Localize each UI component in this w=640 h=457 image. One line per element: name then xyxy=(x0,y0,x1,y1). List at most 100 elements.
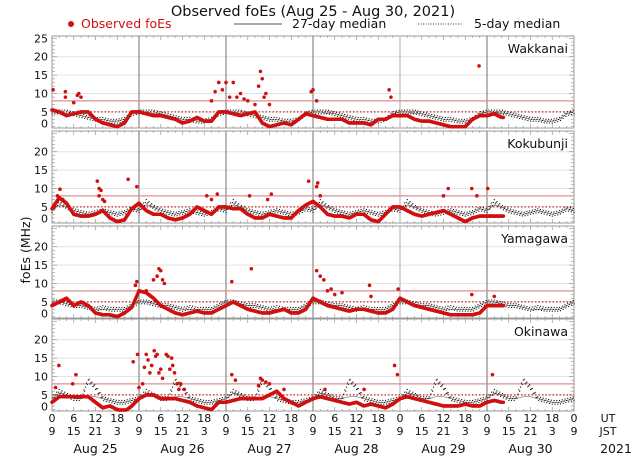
median5-point xyxy=(530,120,532,122)
median5-point xyxy=(433,306,435,308)
median5-point xyxy=(568,112,571,114)
median5-point xyxy=(420,207,422,209)
median5-point xyxy=(555,401,557,403)
median5-point xyxy=(318,202,320,204)
median5-point xyxy=(407,393,409,395)
median5-point xyxy=(511,398,513,400)
median5-point xyxy=(533,392,535,394)
median5-point xyxy=(179,214,181,216)
median5-point xyxy=(333,303,335,305)
median5-point xyxy=(432,214,434,216)
median5-point xyxy=(135,304,137,306)
median5-point xyxy=(428,113,430,115)
median5-point xyxy=(557,214,559,216)
median5-point xyxy=(96,116,98,119)
median5-point xyxy=(253,305,255,307)
median5-point xyxy=(138,113,140,115)
median5-point xyxy=(504,394,506,396)
observed-point xyxy=(227,95,232,99)
median5-point xyxy=(124,116,126,119)
observed-point xyxy=(501,303,506,308)
median5-point xyxy=(324,204,326,206)
median5-point xyxy=(445,120,447,122)
median5-point xyxy=(380,403,382,405)
median5-point xyxy=(249,208,251,210)
median5-point xyxy=(522,213,524,215)
median5-point xyxy=(352,306,354,308)
observed-point xyxy=(256,84,261,88)
observed-point xyxy=(249,266,254,271)
median5-point xyxy=(138,211,140,214)
observed-point xyxy=(469,292,474,297)
median5-point xyxy=(177,307,179,309)
median5-point xyxy=(221,397,223,399)
observed-point xyxy=(387,88,391,92)
median5-point xyxy=(481,112,484,114)
median5-point xyxy=(128,306,130,308)
median5-point xyxy=(438,117,440,119)
median5-point xyxy=(129,207,131,209)
median5-point xyxy=(417,110,419,112)
median5-point xyxy=(148,390,150,392)
median5-point xyxy=(247,399,249,402)
median5-point xyxy=(242,395,244,397)
median5-point xyxy=(475,402,477,404)
median5-point xyxy=(369,213,371,215)
median5-point xyxy=(504,110,506,112)
median5-point xyxy=(278,307,280,309)
median5-point xyxy=(467,310,469,312)
median5-point xyxy=(473,401,475,403)
median5-point xyxy=(151,109,153,111)
median5-point xyxy=(357,116,359,119)
median5-point xyxy=(541,211,543,213)
median5-point xyxy=(526,211,528,213)
median5-point xyxy=(311,109,313,111)
median5-point xyxy=(549,310,551,312)
median5-point xyxy=(347,118,349,120)
median5-point xyxy=(53,299,55,301)
median5-point xyxy=(432,390,434,392)
median5-point xyxy=(336,208,338,210)
median5-point xyxy=(305,305,307,307)
observed-point xyxy=(209,99,214,103)
median5-point xyxy=(455,209,457,211)
median5-point xyxy=(513,213,515,215)
median5-point xyxy=(292,211,294,213)
median5-point xyxy=(323,113,325,115)
median5-point xyxy=(101,307,103,309)
median27-line xyxy=(51,204,575,215)
median5-point xyxy=(368,397,370,399)
median5-point xyxy=(506,304,508,306)
median5-point xyxy=(495,202,497,204)
median5-point xyxy=(191,307,193,309)
median5-point xyxy=(559,119,562,122)
median5-point xyxy=(484,111,486,113)
median5-point xyxy=(138,303,140,305)
median5-point xyxy=(314,394,316,396)
median5-point xyxy=(547,308,549,310)
median5-point xyxy=(404,202,406,204)
median5-point xyxy=(485,208,487,210)
median5-point xyxy=(79,211,81,213)
observed-point xyxy=(158,268,163,273)
median5-point xyxy=(435,306,437,309)
median5-point xyxy=(422,113,424,115)
median5-point xyxy=(487,111,489,113)
median5-point xyxy=(463,399,465,401)
median5-point xyxy=(510,306,513,309)
median5-point xyxy=(380,121,382,123)
median5-point xyxy=(257,389,259,391)
median5-point xyxy=(449,210,451,212)
median5-point xyxy=(456,213,458,215)
median5-point xyxy=(448,397,450,399)
median5-point xyxy=(224,300,226,302)
median5-point xyxy=(373,308,375,310)
observed-point xyxy=(446,186,451,191)
observed-point xyxy=(231,80,236,85)
y-tick-label: 20 xyxy=(34,51,48,64)
median5-point xyxy=(119,121,121,123)
median5-point xyxy=(85,116,87,118)
observed-point xyxy=(224,80,228,85)
median5-point xyxy=(416,395,418,397)
median5-point xyxy=(236,394,238,396)
